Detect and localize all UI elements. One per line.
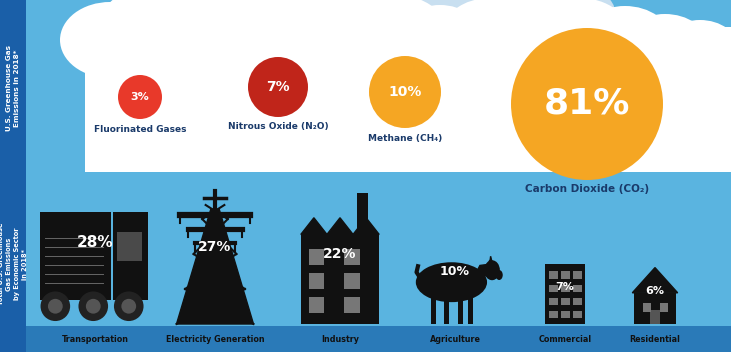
- Ellipse shape: [60, 2, 160, 78]
- Text: 7%: 7%: [266, 80, 289, 94]
- FancyBboxPatch shape: [444, 286, 449, 324]
- Circle shape: [511, 28, 663, 180]
- Text: Transportation: Transportation: [61, 334, 129, 344]
- FancyBboxPatch shape: [561, 271, 569, 278]
- FancyBboxPatch shape: [26, 174, 731, 352]
- FancyBboxPatch shape: [545, 264, 585, 324]
- Ellipse shape: [488, 259, 493, 266]
- FancyBboxPatch shape: [0, 0, 26, 352]
- FancyBboxPatch shape: [561, 284, 569, 292]
- FancyBboxPatch shape: [113, 278, 148, 300]
- Text: U.S. Greenhouse Gas
Emissions in 2018*: U.S. Greenhouse Gas Emissions in 2018*: [6, 45, 20, 131]
- FancyBboxPatch shape: [308, 249, 325, 265]
- FancyBboxPatch shape: [561, 311, 569, 318]
- Text: 10%: 10%: [388, 85, 422, 99]
- Ellipse shape: [375, 0, 485, 36]
- Ellipse shape: [623, 14, 707, 74]
- Ellipse shape: [579, 6, 671, 74]
- Polygon shape: [632, 268, 678, 293]
- Text: Commercial: Commercial: [539, 334, 591, 344]
- FancyBboxPatch shape: [573, 311, 582, 318]
- Ellipse shape: [662, 20, 731, 76]
- Text: Residential: Residential: [629, 334, 681, 344]
- Ellipse shape: [315, 0, 395, 36]
- Ellipse shape: [442, 0, 538, 70]
- FancyBboxPatch shape: [344, 297, 360, 313]
- FancyBboxPatch shape: [344, 249, 360, 265]
- FancyBboxPatch shape: [634, 293, 676, 324]
- FancyBboxPatch shape: [573, 271, 582, 278]
- Polygon shape: [477, 264, 489, 276]
- Text: 7%: 7%: [556, 282, 575, 291]
- Circle shape: [78, 291, 108, 321]
- Text: 6%: 6%: [645, 286, 664, 296]
- Circle shape: [121, 299, 136, 314]
- Ellipse shape: [483, 0, 587, 70]
- FancyBboxPatch shape: [561, 298, 569, 305]
- Text: 28%: 28%: [77, 235, 113, 250]
- Polygon shape: [490, 256, 492, 262]
- Ellipse shape: [354, 0, 446, 68]
- Ellipse shape: [695, 28, 731, 76]
- Text: Industry: Industry: [321, 334, 359, 344]
- Ellipse shape: [308, 0, 412, 66]
- Text: Agriculture: Agriculture: [430, 334, 480, 344]
- FancyBboxPatch shape: [308, 297, 325, 313]
- FancyBboxPatch shape: [549, 271, 558, 278]
- Polygon shape: [176, 209, 254, 324]
- Ellipse shape: [195, 0, 325, 66]
- Ellipse shape: [468, 0, 552, 35]
- FancyBboxPatch shape: [85, 27, 731, 172]
- Polygon shape: [301, 218, 327, 234]
- Circle shape: [369, 56, 441, 128]
- FancyBboxPatch shape: [661, 303, 668, 312]
- Ellipse shape: [97, 0, 213, 74]
- FancyBboxPatch shape: [26, 326, 731, 352]
- Text: Electricity Generation: Electricity Generation: [166, 334, 265, 344]
- Polygon shape: [353, 218, 379, 234]
- FancyBboxPatch shape: [549, 284, 558, 292]
- Text: 81%: 81%: [544, 87, 630, 121]
- FancyBboxPatch shape: [549, 311, 558, 318]
- Text: Nitrous Oxide (N₂O): Nitrous Oxide (N₂O): [227, 122, 328, 131]
- Ellipse shape: [530, 0, 630, 74]
- FancyBboxPatch shape: [573, 298, 582, 305]
- Ellipse shape: [496, 270, 503, 280]
- FancyBboxPatch shape: [651, 310, 659, 324]
- FancyBboxPatch shape: [301, 234, 379, 324]
- Text: 10%: 10%: [440, 265, 470, 278]
- Text: 3%: 3%: [131, 92, 149, 102]
- FancyBboxPatch shape: [344, 273, 360, 289]
- Ellipse shape: [398, 5, 482, 69]
- FancyBboxPatch shape: [308, 273, 325, 289]
- Circle shape: [248, 57, 308, 117]
- Text: 22%: 22%: [323, 247, 357, 260]
- Text: Carbon Dioxide (CO₂): Carbon Dioxide (CO₂): [525, 184, 649, 194]
- Text: Methane (CH₄): Methane (CH₄): [368, 134, 442, 143]
- FancyBboxPatch shape: [458, 286, 463, 324]
- Circle shape: [114, 291, 143, 321]
- Ellipse shape: [484, 260, 500, 280]
- FancyBboxPatch shape: [26, 326, 731, 352]
- Text: 27%: 27%: [198, 240, 232, 254]
- Ellipse shape: [345, 0, 435, 36]
- Circle shape: [48, 299, 63, 314]
- FancyBboxPatch shape: [643, 303, 651, 312]
- Text: Total U.S. Greenhouse
Gas Emissions
by Economic Sector
in 2018*: Total U.S. Greenhouse Gas Emissions by E…: [0, 223, 28, 305]
- FancyBboxPatch shape: [549, 298, 558, 305]
- FancyBboxPatch shape: [357, 194, 368, 239]
- FancyBboxPatch shape: [340, 2, 600, 34]
- FancyBboxPatch shape: [113, 212, 148, 278]
- FancyBboxPatch shape: [26, 172, 731, 352]
- FancyBboxPatch shape: [117, 232, 142, 262]
- Circle shape: [40, 291, 70, 321]
- Ellipse shape: [422, 0, 518, 36]
- Ellipse shape: [545, 0, 615, 36]
- FancyBboxPatch shape: [431, 286, 436, 324]
- Ellipse shape: [507, 0, 583, 36]
- Text: Fluorinated Gases: Fluorinated Gases: [94, 125, 186, 134]
- FancyBboxPatch shape: [468, 286, 473, 324]
- Ellipse shape: [143, 0, 267, 68]
- Ellipse shape: [416, 262, 487, 302]
